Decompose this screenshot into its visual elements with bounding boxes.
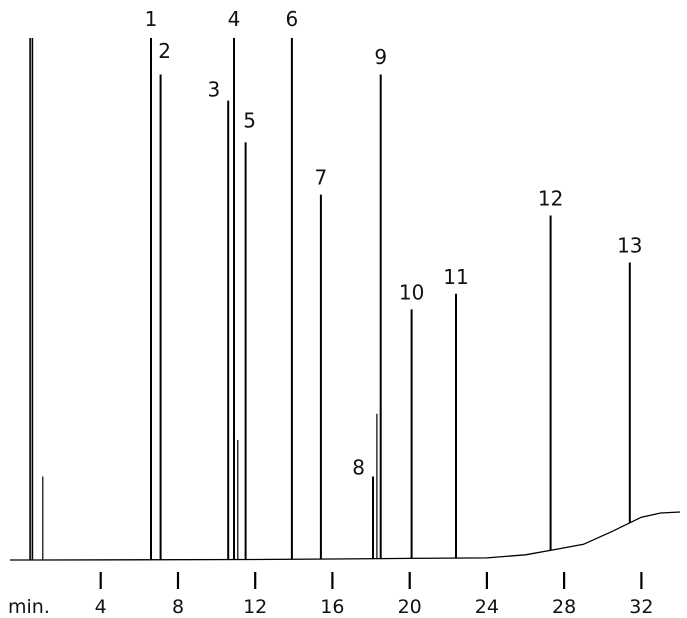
baseline-trace xyxy=(10,511,681,561)
chromatogram-trace-layer xyxy=(10,511,681,561)
x-axis-unit-label: min. xyxy=(8,596,50,618)
x-tick-label: 4 xyxy=(95,596,107,618)
peak-label: 7 xyxy=(315,166,328,190)
x-axis: min. 4 8 12 16 20 24 28 32 xyxy=(8,572,653,618)
x-tick-label: 20 xyxy=(398,596,422,618)
x-tick-label: 8 xyxy=(172,596,184,618)
peak-label: 12 xyxy=(538,187,563,211)
peak-label: 9 xyxy=(374,45,387,69)
peak-label: 2 xyxy=(158,39,171,63)
peak-label: 3 xyxy=(207,78,220,102)
peak-label: 8 xyxy=(352,456,365,480)
peak-label: 6 xyxy=(286,7,299,31)
x-tick-label: 16 xyxy=(320,596,344,618)
peak-layer xyxy=(29,38,631,560)
peak-label: 13 xyxy=(617,234,642,258)
peak-label: 4 xyxy=(228,7,241,31)
x-tick-label: 24 xyxy=(475,596,499,618)
x-tick-label: 12 xyxy=(243,596,267,618)
peak-label: 10 xyxy=(399,280,424,304)
x-tick-label: 32 xyxy=(629,596,653,618)
peak-label: 11 xyxy=(443,265,468,289)
x-tick-label: 28 xyxy=(552,596,576,618)
peak-label: 5 xyxy=(243,108,256,132)
peak-label: 1 xyxy=(145,7,158,31)
